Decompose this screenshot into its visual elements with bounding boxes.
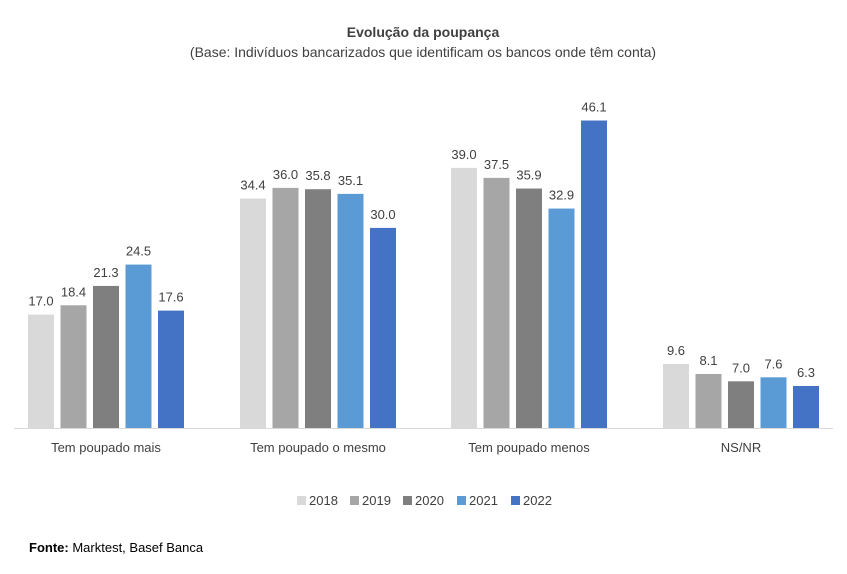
bar-2022-2 bbox=[370, 227, 396, 428]
source-note: Fonte: Marktest, Basef Banca bbox=[29, 540, 203, 555]
bar-2020-4 bbox=[728, 381, 754, 428]
bar-2022-1 bbox=[158, 310, 184, 428]
data-label-2018-1: 17.0 bbox=[28, 294, 53, 309]
data-label-2020-4: 7.0 bbox=[732, 360, 750, 375]
bar-2021-4 bbox=[760, 377, 787, 428]
category-label-4: NS/NR bbox=[721, 440, 761, 455]
bar-2020-2 bbox=[305, 189, 331, 428]
data-label-2020-3: 35.9 bbox=[516, 168, 541, 183]
category-label-1: Tem poupado mais bbox=[51, 440, 161, 455]
bar-2018-4 bbox=[663, 363, 689, 428]
bar-2018-3 bbox=[451, 167, 477, 428]
data-label-2019-4: 8.1 bbox=[699, 353, 717, 368]
legend-swatch-2018 bbox=[297, 496, 306, 505]
bar-2021-2 bbox=[337, 193, 364, 428]
bar-2020-3 bbox=[516, 188, 542, 428]
bar-2021-3 bbox=[548, 208, 575, 428]
bar-2019-1 bbox=[60, 305, 87, 428]
bar-2019-4 bbox=[695, 373, 722, 428]
bar-2020-1 bbox=[93, 285, 119, 428]
data-label-2019-3: 37.5 bbox=[484, 157, 509, 172]
data-label-2021-2: 35.1 bbox=[338, 173, 363, 188]
data-label-2022-1: 17.6 bbox=[158, 290, 183, 305]
data-label-2022-4: 6.3 bbox=[797, 365, 815, 380]
data-label-2018-2: 34.4 bbox=[240, 178, 265, 193]
legend-swatch-2019 bbox=[350, 496, 359, 505]
legend-label-2022: 2022 bbox=[523, 493, 552, 508]
data-label-2018-3: 39.0 bbox=[451, 147, 476, 162]
bar-2022-3 bbox=[581, 120, 607, 428]
data-label-2018-4: 9.6 bbox=[667, 343, 685, 358]
source-label: Fonte: bbox=[29, 540, 69, 555]
data-label-2019-2: 36.0 bbox=[273, 167, 298, 182]
bar-2018-2 bbox=[240, 198, 266, 428]
data-label-2020-2: 35.8 bbox=[305, 168, 330, 183]
legend-label-2020: 2020 bbox=[415, 493, 444, 508]
legend-swatch-2021 bbox=[457, 496, 466, 505]
bar-2018-1 bbox=[28, 314, 54, 428]
bar-2019-2 bbox=[272, 187, 299, 428]
legend-label-2019: 2019 bbox=[362, 493, 391, 508]
data-label-2022-2: 30.0 bbox=[370, 207, 395, 222]
bar-2021-1 bbox=[125, 264, 152, 428]
legend-swatch-2020 bbox=[403, 496, 412, 505]
category-label-3: Tem poupado menos bbox=[468, 440, 590, 455]
data-label-2021-1: 24.5 bbox=[126, 244, 151, 259]
source-text: Marktest, Basef Banca bbox=[72, 540, 204, 555]
data-label-2022-3: 46.1 bbox=[581, 100, 606, 115]
data-label-2019-1: 18.4 bbox=[61, 284, 86, 299]
data-label-2021-3: 32.9 bbox=[549, 188, 574, 203]
bar-2022-4 bbox=[793, 385, 819, 428]
legend-label-2021: 2021 bbox=[469, 493, 498, 508]
category-label-2: Tem poupado o mesmo bbox=[250, 440, 386, 455]
legend-swatch-2022 bbox=[511, 496, 520, 505]
data-label-2020-1: 21.3 bbox=[93, 265, 118, 280]
chart-title: Evolução da poupança bbox=[347, 24, 500, 40]
bar-2019-3 bbox=[483, 177, 510, 428]
chart-subtitle: (Base: Indivíduos bancarizados que ident… bbox=[190, 44, 656, 60]
legend-label-2018: 2018 bbox=[309, 493, 338, 508]
data-label-2021-4: 7.6 bbox=[764, 356, 782, 371]
